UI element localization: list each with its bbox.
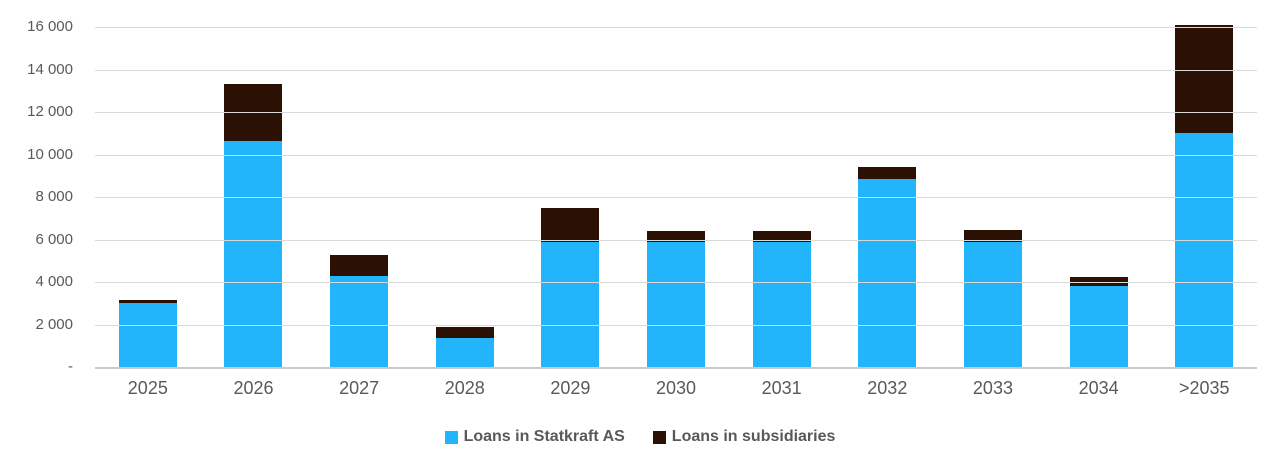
x-tick-label: 2025 [127, 378, 168, 398]
bar-slot-2028 [412, 27, 518, 367]
gridline [95, 324, 1257, 326]
x-tick-label: >2035 [1178, 378, 1230, 398]
legend-item-loans-in-statkraft-as: Loans in Statkraft AS [444, 428, 625, 446]
bar-2026 [224, 84, 283, 367]
bar-segment-loans-in-statkraft-as [647, 241, 706, 367]
y-tick-label: 2 000 [35, 315, 73, 333]
bar-slot-2027 [306, 27, 412, 367]
bar-segment-loans-in-statkraft-as [224, 140, 283, 367]
y-axis: - 2 000 4 000 6 000 8 000 10 000 12 000 14 000 1… [0, 19, 73, 375]
bar-slot-2025 [95, 27, 201, 367]
bar-segment-loans-in-subsidiaries [647, 231, 706, 242]
plot-area [95, 24, 1257, 369]
y-tick-label: 16 000 [27, 18, 73, 35]
bar-2029 [541, 207, 600, 367]
gridline [95, 154, 1257, 156]
legend-swatch-loans-in-statkraft-as [444, 430, 458, 444]
bar-segment-loans-in-subsidiaries [858, 167, 917, 179]
x-axis: 2025 2026 2027 2028 2029 2030 2031 2032 2033 2034… [95, 378, 1257, 399]
gridline [95, 239, 1257, 241]
bar-2032 [858, 167, 917, 367]
y-tick-label: 6 000 [35, 230, 73, 248]
bar-segment-loans-in-statkraft-as [858, 178, 917, 367]
bar-segment-loans-in-statkraft-as [752, 241, 811, 367]
legend-label-loans-in-statkraft-as: Loans in Statkraft AS [463, 428, 625, 445]
bar-slot-2029 [518, 27, 624, 367]
y-tick-label: 10 000 [27, 145, 73, 163]
bar-segment-loans-in-subsidiaries [118, 300, 177, 304]
legend-label-loans-in-subsidiaries: Loans in subsidiaries [671, 428, 836, 445]
x-tick-label: 2028 [444, 378, 485, 398]
bar-segment-loans-in-subsidiaries [1175, 24, 1234, 134]
x-tick-label: 2032 [867, 378, 908, 398]
x-tick-label: 2031 [761, 378, 802, 398]
legend: Loans in Statkraft AS Loans in subsidiar… [0, 428, 1280, 446]
x-tick-label: 2026 [233, 378, 274, 398]
x-tick-label: 2029 [550, 378, 591, 398]
bar-segment-loans-in-statkraft-as [330, 275, 389, 367]
x-tick-label: 2034 [1078, 378, 1119, 398]
x-tick-label: 2027 [339, 378, 380, 398]
bar-slot-2032 [834, 27, 940, 367]
y-tick-label: 8 000 [35, 188, 73, 205]
bar-2027 [330, 255, 389, 367]
gridline [95, 27, 1257, 28]
bar-slot-2030 [623, 27, 729, 367]
legend-item-loans-in-subsidiaries: Loans in subsidiaries [652, 428, 836, 446]
y-tick-label: 12 000 [27, 103, 73, 120]
bar-gt2035 [1175, 24, 1234, 367]
x-tick-label: 2033 [972, 378, 1013, 398]
bar-slot-gt2035 [1151, 24, 1257, 367]
bar-segment-loans-in-statkraft-as [541, 241, 600, 367]
legend-swatch-loans-in-subsidiaries [652, 430, 666, 444]
bar-segment-loans-in-statkraft-as [1069, 286, 1128, 367]
x-tick-label: 2030 [656, 378, 697, 398]
bar-segment-loans-in-statkraft-as [118, 303, 177, 367]
bar-slot-2033 [940, 27, 1046, 367]
y-tick-label: 14 000 [27, 60, 73, 78]
bar-segment-loans-in-subsidiaries [541, 207, 600, 242]
bar-segment-loans-in-subsidiaries [330, 255, 389, 276]
bar-2031 [752, 231, 811, 367]
gridline [95, 69, 1257, 71]
gridline [95, 282, 1257, 283]
bar-slot-2026 [201, 27, 307, 367]
bar-2025 [118, 300, 177, 367]
bar-slot-2034 [1046, 27, 1152, 367]
bar-2034 [1069, 276, 1128, 367]
bar-slot-2031 [729, 27, 835, 367]
bar-segment-loans-in-statkraft-as [1175, 133, 1234, 367]
bar-2030 [647, 231, 706, 367]
bar-segment-loans-in-subsidiaries [1069, 276, 1128, 287]
gridline [95, 197, 1257, 198]
bar-segment-loans-in-subsidiaries [435, 326, 494, 339]
bar-segment-loans-in-subsidiaries [963, 229, 1022, 242]
bars-row [95, 24, 1257, 367]
bar-2028 [435, 326, 494, 367]
bar-segment-loans-in-statkraft-as [963, 241, 1022, 367]
bar-segment-loans-in-subsidiaries [752, 231, 811, 242]
y-tick-label: 4 000 [35, 273, 73, 290]
gridline [95, 112, 1257, 113]
bar-2033 [963, 229, 1022, 367]
y-tick-label: - [68, 358, 73, 375]
bar-segment-loans-in-statkraft-as [435, 338, 494, 367]
